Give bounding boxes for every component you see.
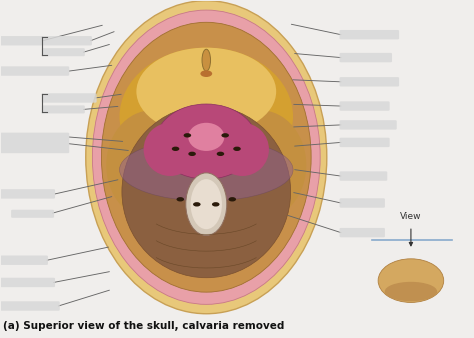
FancyBboxPatch shape <box>339 138 390 147</box>
FancyBboxPatch shape <box>0 132 69 153</box>
Ellipse shape <box>176 197 184 201</box>
FancyBboxPatch shape <box>339 228 385 237</box>
Ellipse shape <box>378 259 444 303</box>
Ellipse shape <box>201 70 212 77</box>
Ellipse shape <box>228 197 236 201</box>
Ellipse shape <box>183 133 191 138</box>
Text: (a) Superior view of the skull, calvaria removed: (a) Superior view of the skull, calvaria… <box>3 320 284 331</box>
Ellipse shape <box>188 123 224 151</box>
FancyBboxPatch shape <box>339 77 399 87</box>
Ellipse shape <box>122 105 291 278</box>
Ellipse shape <box>217 152 224 156</box>
Ellipse shape <box>193 202 201 207</box>
Ellipse shape <box>155 104 257 179</box>
Ellipse shape <box>188 152 196 156</box>
Ellipse shape <box>221 133 229 138</box>
FancyBboxPatch shape <box>11 210 54 218</box>
Ellipse shape <box>202 49 210 71</box>
Ellipse shape <box>172 147 179 151</box>
Ellipse shape <box>144 123 197 176</box>
FancyBboxPatch shape <box>42 48 85 56</box>
FancyBboxPatch shape <box>0 66 69 76</box>
FancyBboxPatch shape <box>42 93 97 103</box>
FancyBboxPatch shape <box>339 101 390 111</box>
FancyBboxPatch shape <box>339 120 397 129</box>
Ellipse shape <box>101 22 311 292</box>
Text: View: View <box>400 212 422 221</box>
FancyBboxPatch shape <box>0 189 55 199</box>
Ellipse shape <box>212 202 219 207</box>
FancyBboxPatch shape <box>339 198 385 208</box>
Ellipse shape <box>119 48 293 185</box>
FancyBboxPatch shape <box>0 256 48 265</box>
Ellipse shape <box>216 123 269 176</box>
Ellipse shape <box>92 10 320 304</box>
Ellipse shape <box>385 282 437 301</box>
Ellipse shape <box>233 147 241 151</box>
FancyBboxPatch shape <box>42 105 85 114</box>
Ellipse shape <box>106 110 198 220</box>
Ellipse shape <box>119 139 293 201</box>
Ellipse shape <box>137 48 276 135</box>
FancyBboxPatch shape <box>42 36 92 46</box>
FancyBboxPatch shape <box>339 171 387 181</box>
Ellipse shape <box>186 173 227 236</box>
Ellipse shape <box>86 1 327 314</box>
Ellipse shape <box>215 110 306 220</box>
FancyBboxPatch shape <box>0 278 55 287</box>
Ellipse shape <box>191 179 222 229</box>
FancyBboxPatch shape <box>339 30 399 40</box>
FancyBboxPatch shape <box>0 301 60 311</box>
FancyBboxPatch shape <box>0 36 43 46</box>
FancyBboxPatch shape <box>339 53 392 62</box>
